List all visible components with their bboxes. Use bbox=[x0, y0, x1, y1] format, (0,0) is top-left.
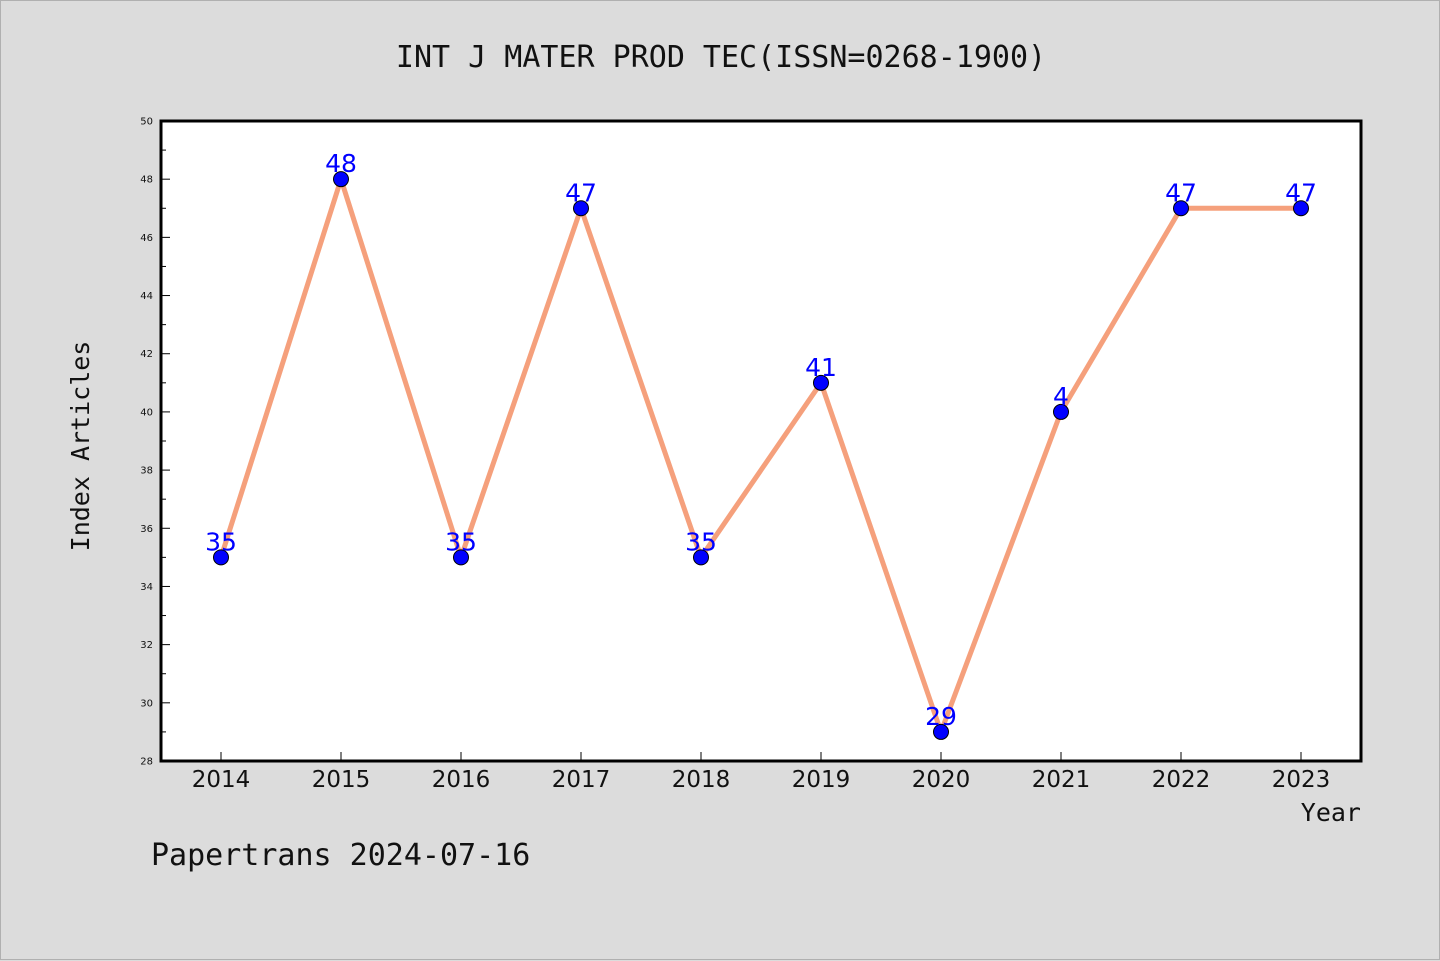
data-point bbox=[453, 549, 469, 566]
x-tick-label: 2016 bbox=[432, 767, 491, 793]
x-axis-title: Year bbox=[1301, 798, 1361, 827]
x-tick-label: 2022 bbox=[1152, 767, 1211, 793]
y-tick-label: 28 bbox=[140, 757, 153, 768]
data-label: 35 bbox=[205, 527, 237, 556]
data-label: 29 bbox=[925, 702, 957, 731]
x-axis: 2014 2015 2016 2017 2018 2019 2020 2021 2022 2023 bbox=[192, 752, 1331, 793]
y-axis: 28 30 32 34 36 38 40 42 44 46 48 50 bbox=[140, 117, 170, 768]
series-line bbox=[218, 170, 1301, 740]
y-tick-label: 34 bbox=[140, 582, 153, 593]
x-tick-label: 2020 bbox=[912, 767, 971, 793]
x-tick-label: 2014 bbox=[192, 767, 251, 793]
y-tick-label: 36 bbox=[140, 524, 153, 535]
data-label: 41 bbox=[805, 353, 837, 382]
data-label: 35 bbox=[685, 527, 717, 556]
y-tick-label: 30 bbox=[140, 698, 153, 709]
x-tick-label: 2023 bbox=[1272, 767, 1331, 793]
data-point bbox=[573, 200, 589, 217]
data-point bbox=[333, 171, 349, 188]
y-tick-label: 46 bbox=[140, 233, 153, 244]
footer-stamp: Papertrans 2024-07-16 bbox=[151, 838, 530, 873]
y-tick-label: 50 bbox=[140, 117, 153, 128]
x-tick-label: 2021 bbox=[1032, 767, 1091, 793]
y-tick-label: 40 bbox=[140, 407, 153, 418]
data-point bbox=[1293, 200, 1309, 217]
y-tick-label: 48 bbox=[140, 175, 153, 186]
plot-area bbox=[159, 119, 1363, 763]
data-label: 47 bbox=[1165, 178, 1197, 207]
data-label: 47 bbox=[565, 178, 597, 207]
data-label: 48 bbox=[325, 149, 357, 178]
data-point bbox=[693, 549, 709, 566]
y-axis-title: Index Articles bbox=[66, 341, 95, 552]
series-layer: 35 48 35 47 35 41 29 4 47 47 bbox=[205, 149, 1317, 740]
data-point bbox=[1053, 403, 1069, 420]
x-tick-label: 2015 bbox=[312, 767, 371, 793]
data-point bbox=[1173, 200, 1189, 217]
data-label: 47 bbox=[1285, 178, 1317, 207]
x-tick-label: 2018 bbox=[672, 767, 731, 793]
x-tick-label: 2019 bbox=[792, 767, 851, 793]
chart-title: INT J MATER PROD TEC(ISSN=0268-1900) bbox=[396, 40, 1046, 75]
y-tick-label: 32 bbox=[140, 640, 153, 651]
y-tick-label: 38 bbox=[140, 466, 153, 477]
x-tick-label: 2017 bbox=[552, 767, 611, 793]
data-label: 35 bbox=[445, 527, 477, 556]
data-point bbox=[213, 549, 229, 566]
data-point bbox=[813, 374, 829, 391]
y-tick-label: 44 bbox=[140, 291, 153, 302]
data-point bbox=[933, 723, 949, 740]
y-tick-label: 42 bbox=[140, 349, 153, 360]
data-label: 4 bbox=[1053, 382, 1069, 411]
